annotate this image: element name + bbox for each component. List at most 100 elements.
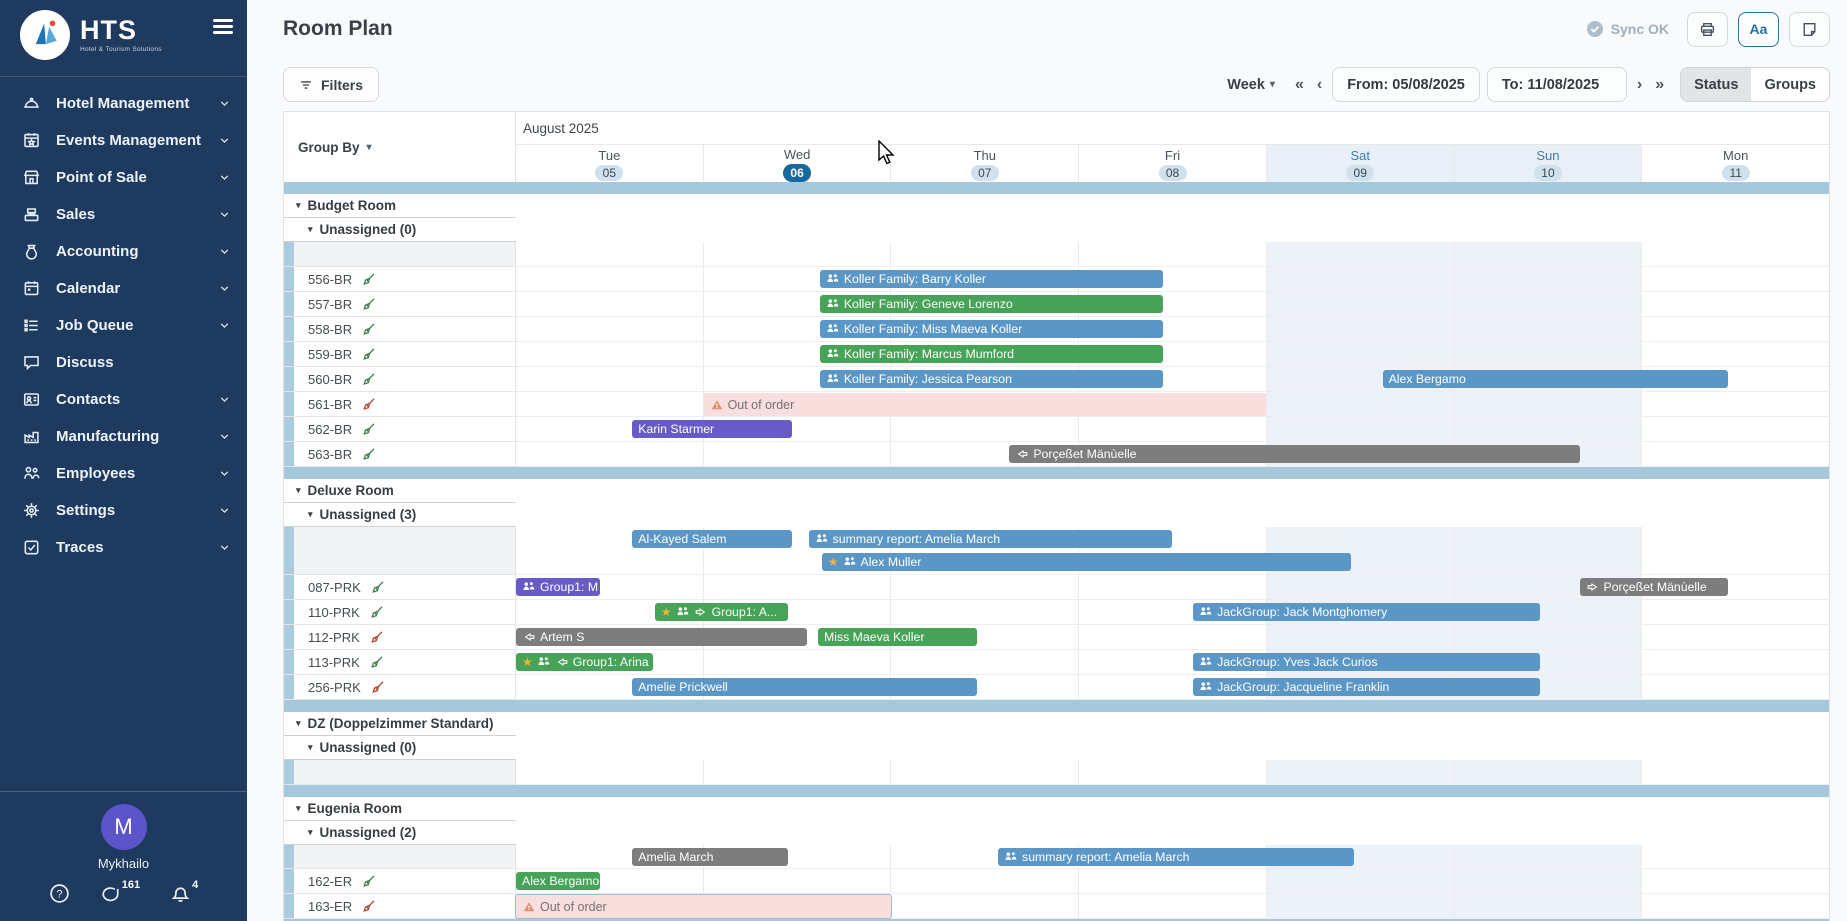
sidebar-item-job-queue[interactable]: Job Queue xyxy=(0,307,247,344)
help-icon[interactable]: ? xyxy=(49,883,70,904)
day-column xyxy=(890,760,1078,784)
booking-bar[interactable]: Artem S xyxy=(516,628,807,646)
prev-button[interactable]: ‹ xyxy=(1316,75,1323,93)
room-row-label[interactable]: 563-BR xyxy=(284,442,516,467)
booking-bar[interactable]: Al-Kayed Salem xyxy=(632,530,792,548)
arrow-right-icon xyxy=(1586,580,1600,594)
room-row-label[interactable]: 112-PRK xyxy=(284,625,516,650)
sidebar-item-settings[interactable]: Settings xyxy=(0,492,247,529)
printer-icon xyxy=(1700,22,1715,36)
room-row-label[interactable]: 557-BR xyxy=(284,292,516,317)
group-icon xyxy=(826,372,840,386)
room-row-label[interactable]: 110-PRK xyxy=(284,600,516,625)
day-column xyxy=(1453,417,1642,441)
housekeeping-broom-icon xyxy=(361,396,377,412)
from-date-input[interactable]: From: 05/08/2025 xyxy=(1332,67,1480,102)
group-by-dropdown[interactable]: Group By ▾ xyxy=(284,112,516,182)
booking-bar[interactable]: Koller Family: Geneve Lorenzo xyxy=(819,295,1164,313)
range-select[interactable]: Week ▾ xyxy=(1227,77,1275,93)
notes-button[interactable] xyxy=(1789,11,1830,47)
section-title-toggle[interactable]: ▾ DZ (Doppelzimmer Standard) xyxy=(284,712,516,736)
booking-bar[interactable]: Out of order xyxy=(703,393,1267,416)
subgroup-toggle[interactable]: ▾ Unassigned (0) xyxy=(284,736,516,760)
next-button[interactable]: › xyxy=(1636,75,1643,93)
room-row-label[interactable]: 163-ER xyxy=(284,894,516,919)
booking-bar[interactable]: Miss Maeva Koller xyxy=(817,628,978,646)
sidebar-item-contacts[interactable]: Contacts xyxy=(0,381,247,418)
section-title: ▾ Deluxe Room xyxy=(284,479,1829,503)
room-row-label[interactable]: 113-PRK xyxy=(284,650,516,675)
section-title-toggle[interactable]: ▾ Deluxe Room xyxy=(284,479,516,503)
booking-bar[interactable]: Karin Starmer xyxy=(632,420,792,438)
status-toggle[interactable]: Status xyxy=(1681,68,1752,101)
sidebar-item-manufacturing[interactable]: Manufacturing xyxy=(0,418,247,455)
next-fast-button[interactable]: » xyxy=(1655,75,1665,93)
sidebar-item-hotel-management[interactable]: Hotel Management xyxy=(0,85,247,122)
groups-toggle[interactable]: Groups xyxy=(1764,76,1816,93)
hamburger-menu-icon[interactable] xyxy=(213,16,233,37)
booking-bar[interactable]: Amelia March xyxy=(632,848,788,866)
section-title-toggle[interactable]: ▾ Eugenia Room xyxy=(284,797,516,821)
subgroup-toggle[interactable]: ▾ Unassigned (2) xyxy=(284,821,516,845)
booking-bar[interactable]: Out of order xyxy=(516,895,892,918)
sidebar-item-discuss[interactable]: Discuss xyxy=(0,344,247,381)
messages-icon[interactable]: 161 xyxy=(100,879,140,904)
sidebar-item-traces[interactable]: Traces xyxy=(0,529,247,566)
subgroup-toggle[interactable]: ▾ Unassigned (0) xyxy=(284,218,516,242)
print-button[interactable] xyxy=(1687,11,1728,47)
booking-bar[interactable]: JackGroup: Jack Montghomery xyxy=(1193,603,1541,621)
day-name: Mon xyxy=(1723,147,1749,163)
booking-bar[interactable]: JackGroup: Yves Jack Curios xyxy=(1193,653,1541,671)
room-row-label[interactable]: 556-BR xyxy=(284,267,516,292)
booking-bar[interactable]: Koller Family: Jessica Pearson xyxy=(819,370,1164,388)
caret-down-icon: ▾ xyxy=(308,224,313,234)
avatar[interactable]: M xyxy=(100,804,147,850)
booking-bar[interactable]: Koller Family: Miss Maeva Koller xyxy=(819,320,1164,338)
subgroup-toggle[interactable]: ▾ Unassigned (3) xyxy=(284,503,516,527)
booking-label: Alex Bergamo xyxy=(522,874,600,888)
booking-bar[interactable]: Alex Bergamo xyxy=(516,872,601,890)
booking-label: Koller Family: Barry Koller xyxy=(843,272,986,286)
subgroup-name: Unassigned (3) xyxy=(319,507,417,522)
room-row-label[interactable]: 256-PRK xyxy=(284,675,516,700)
sidebar-item-events-management[interactable]: Events Management xyxy=(0,122,247,159)
app-logo[interactable]: HTS Hotel & Tourism Solutions xyxy=(0,0,247,70)
svg-text:?: ? xyxy=(56,888,62,900)
prev-fast-button[interactable]: « xyxy=(1294,75,1304,93)
room-row-label[interactable]: 087-PRK xyxy=(284,575,516,600)
to-date-input[interactable]: To: 11/08/2025 xyxy=(1486,67,1627,102)
sidebar-item-accounting[interactable]: Accounting xyxy=(0,233,247,270)
booking-bar[interactable]: Porçeßet Mänùelle xyxy=(1579,578,1728,596)
section-band xyxy=(284,467,1829,479)
calendar-star-icon xyxy=(22,131,41,150)
booking-bar[interactable]: Group1: M xyxy=(516,578,601,596)
booking-bar[interactable]: JackGroup: Jacqueline Franklin xyxy=(1193,678,1541,696)
text-size-button[interactable]: Aa xyxy=(1738,11,1779,47)
notifications-bell-icon[interactable]: 4 xyxy=(170,879,198,904)
booking-bar[interactable]: Alex Bergamo xyxy=(1382,370,1728,388)
booking-bar[interactable]: Amelie Prickwell xyxy=(632,678,978,696)
booking-bar[interactable]: ★ Alex Muller xyxy=(821,553,1351,571)
room-row-label[interactable]: 162-ER xyxy=(284,869,516,894)
day-column xyxy=(702,442,891,466)
booking-bar[interactable]: ★ Group1: Arina xyxy=(516,653,653,671)
filters-button[interactable]: Filters xyxy=(283,67,380,102)
sidebar-item-sales[interactable]: Sales xyxy=(0,196,247,233)
section-title-toggle[interactable]: ▾ Budget Room xyxy=(284,194,516,218)
sidebar-item-point-of-sale[interactable]: Point of Sale xyxy=(0,159,247,196)
booking-bar[interactable]: summary report: Amelia March xyxy=(998,848,1355,866)
sidebar-item-employees[interactable]: Employees xyxy=(0,455,247,492)
day-column xyxy=(1078,869,1266,893)
booking-bar[interactable]: ★ Group1: A... xyxy=(654,603,788,621)
sidebar-item-calendar[interactable]: Calendar xyxy=(0,270,247,307)
booking-bar[interactable]: Porçeßet Mänùelle xyxy=(1009,445,1580,463)
day-column xyxy=(890,650,1078,674)
booking-bar[interactable]: summary report: Amelia March xyxy=(808,530,1173,548)
room-row-label[interactable]: 560-BR xyxy=(284,367,516,392)
room-row-label[interactable]: 562-BR xyxy=(284,417,516,442)
room-row-label[interactable]: 559-BR xyxy=(284,342,516,367)
room-row-label[interactable]: 561-BR xyxy=(284,392,516,417)
booking-bar[interactable]: Koller Family: Marcus Mumford xyxy=(819,345,1164,363)
room-row-label[interactable]: 558-BR xyxy=(284,317,516,342)
booking-bar[interactable]: Koller Family: Barry Koller xyxy=(819,270,1164,288)
